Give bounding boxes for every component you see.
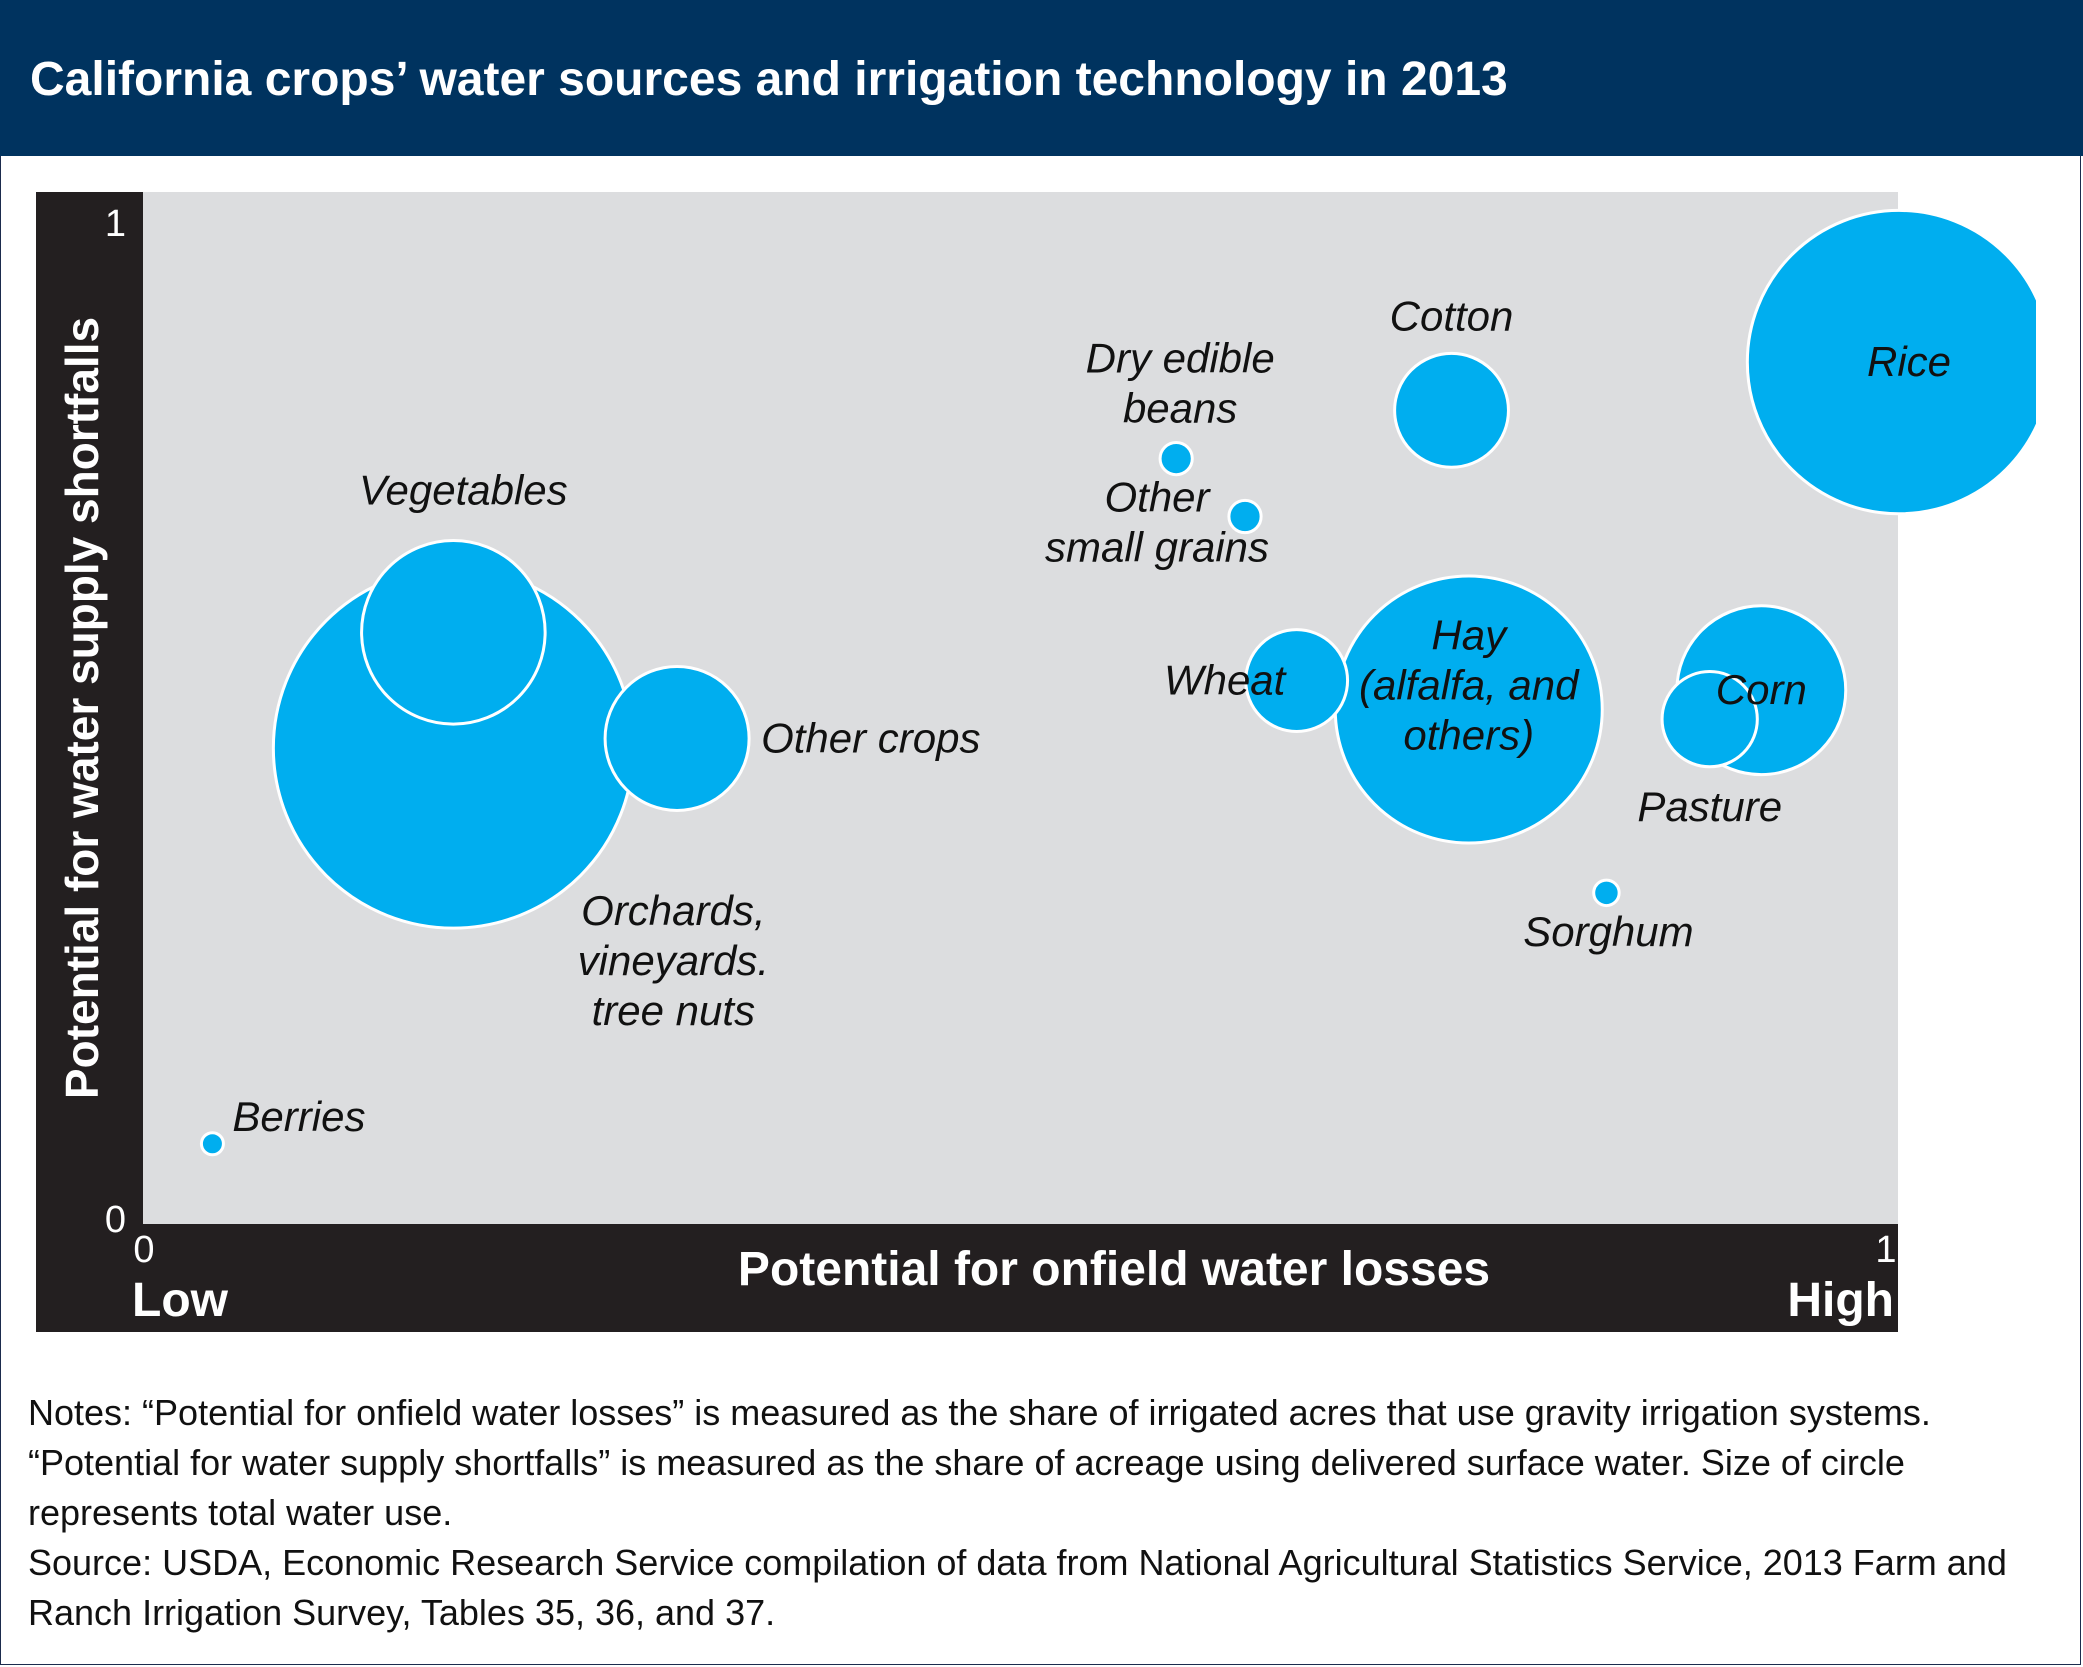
bubble-vegetables [360, 539, 547, 726]
bubble-chart: Orchards, vineyards. tree nuts Vegetables Ot… [36, 192, 2053, 1332]
x-end-label-low: Low [132, 1274, 229, 1327]
bubble-label-rice: Rice [1867, 338, 1951, 385]
bubble-label-berries: Berries [232, 1093, 365, 1140]
x-tick-1: 1 [1875, 1229, 1896, 1271]
bubble-label-corn: Corn [1716, 666, 1807, 713]
bubble-label-cotton: Cotton [1390, 292, 1514, 339]
bubble-other-crops [603, 664, 751, 812]
bubble-pasture [1660, 670, 1759, 769]
bubble-label-pasture: Pasture [1637, 783, 1782, 830]
bubble-dry-edible-beans [1158, 441, 1194, 477]
notes-text: Notes: “Potential for onfield water loss… [28, 1392, 1931, 1533]
x-axis-label: Potential for onfield water losses [738, 1243, 1490, 1296]
bubble-label-layer: Orchards, vineyards. tree nuts Vegetables Ot… [232, 292, 1951, 1139]
bubble-sorghum [1592, 878, 1621, 908]
x-end-label-high: High [1787, 1274, 1894, 1327]
bubble-label-sorghum: Sorghum [1523, 908, 1693, 955]
y-tick-1: 1 [105, 203, 126, 245]
x-tick-0: 0 [133, 1229, 154, 1271]
bubble-label-other-small-grains: Other small grains [1045, 474, 1269, 571]
chart-area: Orchards, vineyards. tree nuts Vegetables Ot… [36, 192, 2053, 1332]
bubble-label-other-crops: Other crops [761, 714, 980, 761]
bubble-other-small-grains [1227, 498, 1263, 535]
y-axis-label: Potential for water supply shortfalls [56, 317, 108, 1099]
bubble-cotton [1393, 351, 1510, 469]
source-text: Source: USDA, Economic Research Service … [28, 1542, 2007, 1633]
bubble-wheat [1244, 628, 1350, 733]
title-bar: California crops’ water sources and irri… [0, 0, 2083, 156]
bubble-label-dry-edible-beans: Dry edible beans [1086, 335, 1275, 432]
y-tick-0: 0 [105, 1199, 126, 1241]
bubble-label-orchards-vineyards-tree-nuts: Orchards, vineyards. tree nuts [578, 887, 769, 1034]
bubble-label-hay-alfalfa-and-others: Hay (alfalfa, and others) [1359, 612, 1580, 759]
notes-block: Notes: “Potential for onfield water loss… [28, 1388, 2058, 1638]
bubble-label-vegetables: Vegetables [359, 466, 568, 513]
bubble-berries [199, 1131, 225, 1157]
chart-title: California crops’ water sources and irri… [30, 53, 1508, 106]
bubble-label-wheat: Wheat [1164, 657, 1288, 704]
